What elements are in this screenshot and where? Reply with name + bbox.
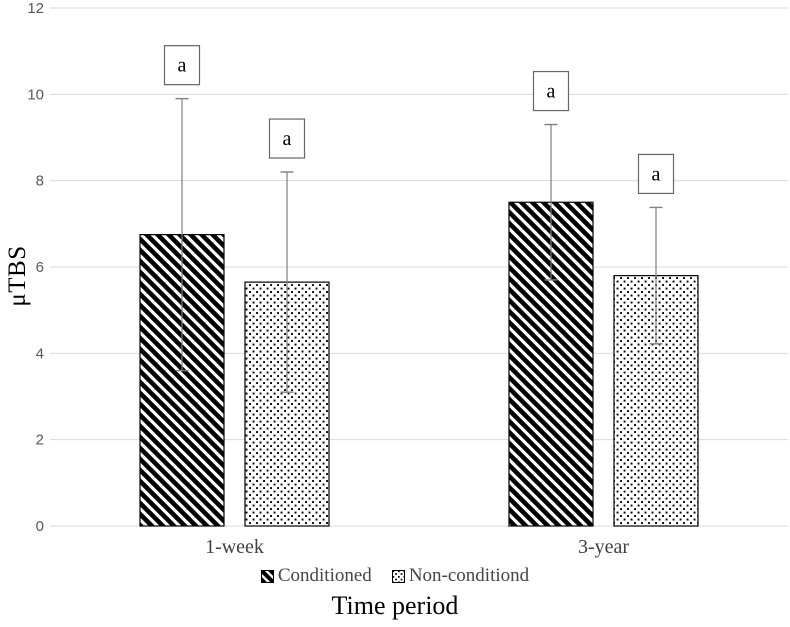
- legend-item-non-conditiond: Non-conditiond: [391, 565, 530, 587]
- y-tick-label: 2: [36, 432, 44, 449]
- significance-label: a: [547, 81, 556, 103]
- legend-item-conditioned: Conditioned: [260, 565, 372, 587]
- y-axis-title: μTBS: [4, 245, 31, 307]
- y-tick-label: 6: [36, 259, 44, 276]
- legend-label-conditioned: Conditioned: [277, 565, 372, 586]
- significance-label: a: [652, 163, 661, 185]
- x-axis-title: Time period: [331, 591, 459, 620]
- significance-box: [163, 45, 201, 86]
- y-tick-label: 8: [36, 173, 44, 190]
- significance-box: [637, 153, 675, 195]
- significance-box: [532, 70, 570, 112]
- y-tick-label: 4: [36, 345, 44, 362]
- non-conditiond-swatch-icon: [391, 569, 405, 583]
- y-tick-label: 10: [27, 86, 44, 103]
- y-tick-label: 12: [27, 0, 44, 17]
- conditioned-swatch-icon: [260, 569, 274, 583]
- significance-label: a: [283, 128, 292, 150]
- significance-box: [268, 118, 306, 159]
- legend: Conditioned Non-conditiond: [0, 565, 790, 587]
- legend-label-non-conditiond: Non-conditiond: [408, 565, 530, 586]
- significance-label: a: [178, 55, 187, 77]
- x-category-label-3-year: 3-year: [578, 536, 629, 558]
- y-tick-label: 0: [36, 518, 44, 535]
- x-category-label-1-week: 1-week: [205, 536, 264, 558]
